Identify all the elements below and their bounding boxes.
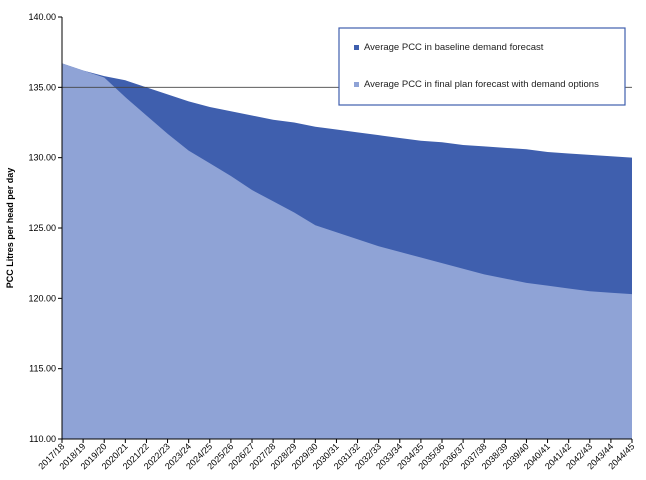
y-tick-label: 120.00: [28, 293, 56, 303]
y-tick-label: 110.00: [29, 434, 56, 444]
legend: Average PCC in baseline demand forecast …: [338, 27, 626, 106]
legend-swatch-baseline: [354, 45, 359, 50]
y-tick-label: 140.00: [28, 12, 56, 22]
y-tick-label: 135.00: [28, 82, 56, 92]
y-tick-label: 130.00: [28, 153, 56, 163]
x-tick-labels: 2017/182018/192019/202020/212021/222022/…: [36, 441, 636, 471]
y-axis-label: PCC Litres per head per day: [5, 168, 15, 289]
legend-box: [338, 27, 626, 106]
y-tick-label: 125.00: [28, 223, 56, 233]
legend-swatch-final-plan: [354, 82, 359, 87]
series-area-final-plan: [62, 63, 632, 440]
legend-label-baseline: Average PCC in baseline demand forecast: [364, 42, 544, 53]
y-tick-label: 115.00: [29, 364, 56, 374]
y-tick-labels: 110.00 115.00 120.00 125.00 130.00 135.00 140.…: [28, 12, 56, 444]
series-areas: [62, 63, 632, 440]
legend-label-final-plan: Average PCC in final plan forecast with …: [364, 79, 599, 90]
